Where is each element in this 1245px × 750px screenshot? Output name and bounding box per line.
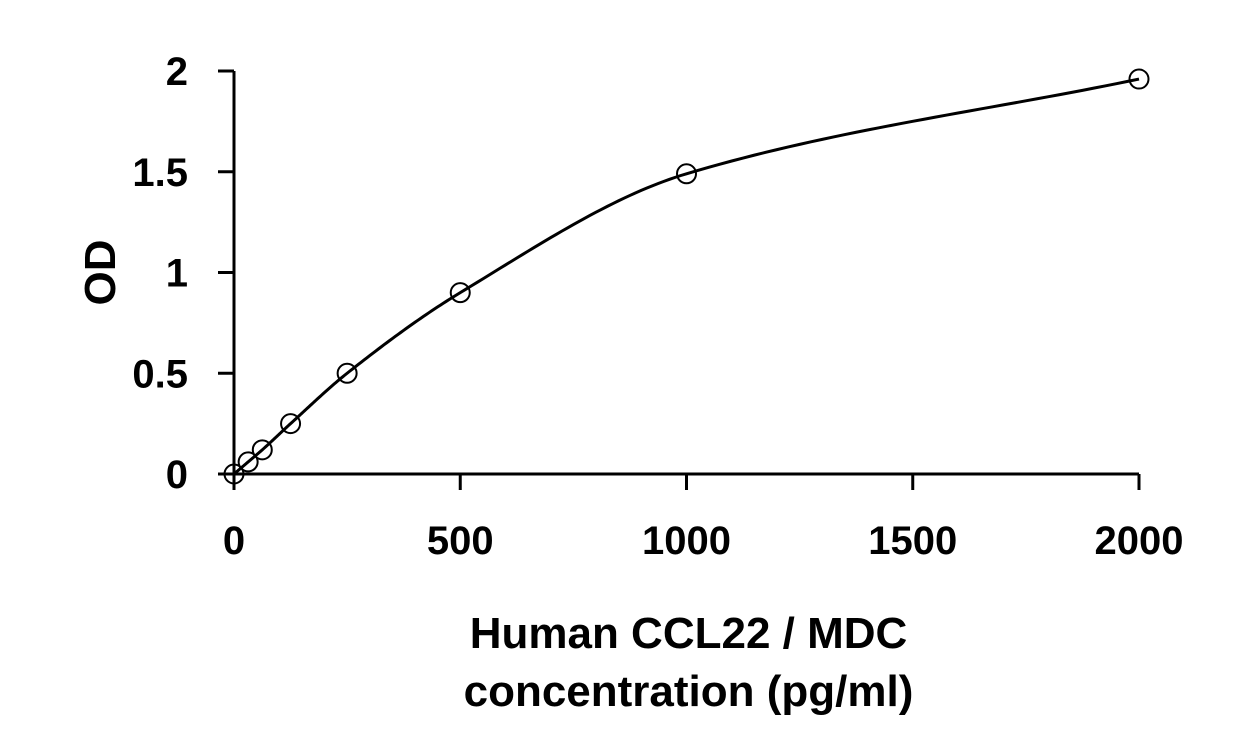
fit-curve-layer <box>233 77 1140 476</box>
x-tick-label: 1500 <box>868 519 957 563</box>
y-tick-label: 1 <box>166 252 188 296</box>
x-tick-label: 0 <box>223 519 245 563</box>
y-tick-label: 2 <box>166 50 188 94</box>
data-point <box>449 282 471 304</box>
x-axis-title-line-2: concentration (pg/ml) <box>464 667 914 716</box>
data-point <box>223 463 245 485</box>
y-tick-label: 0 <box>166 453 188 497</box>
data-point <box>1128 68 1150 90</box>
y-axis-title: OD <box>76 240 125 306</box>
x-axis-title-line-1: Human CCL22 / MDC <box>470 609 908 658</box>
data-point <box>251 439 273 461</box>
data-point <box>336 362 358 384</box>
data-points <box>223 68 1150 485</box>
axes <box>218 71 1139 476</box>
ticks: 0 0.5 1 1.5 2 0 500 1000 1500 2000 <box>132 50 1183 563</box>
fit-curve <box>233 77 1140 476</box>
data-point <box>676 163 697 185</box>
x-tick-label: 2000 <box>1095 519 1184 563</box>
y-tick-label: 0.5 <box>132 352 188 396</box>
x-tick-label: 1000 <box>642 519 731 563</box>
data-point <box>237 451 259 473</box>
y-tick-label: 1.5 <box>132 151 188 195</box>
x-tick-label: 500 <box>427 519 494 563</box>
data-point <box>280 413 302 435</box>
